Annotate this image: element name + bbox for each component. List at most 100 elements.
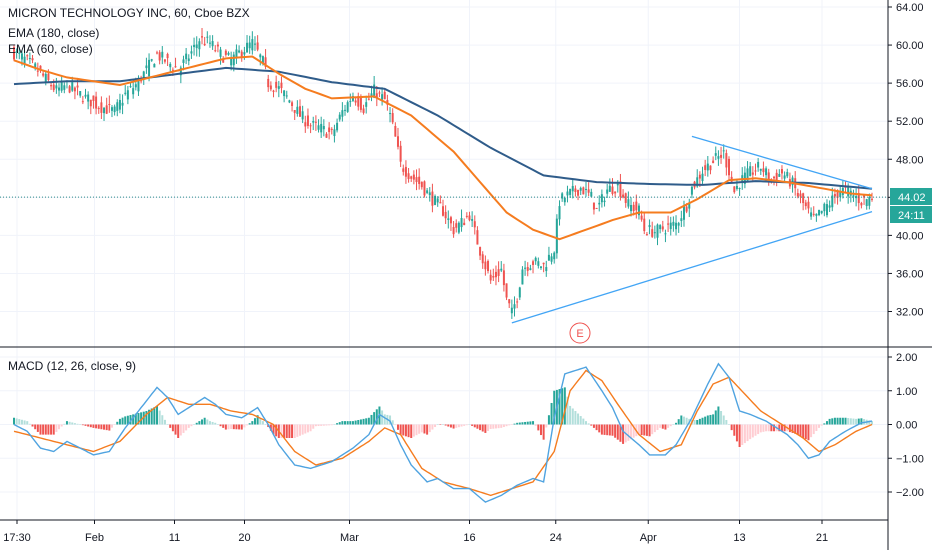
candle-body [89, 99, 92, 107]
candle-body [161, 51, 164, 58]
candle-body [110, 107, 113, 111]
candle-body [558, 206, 561, 220]
macd-histogram-bar [614, 424, 617, 438]
trendline-lower[interactable] [511, 210, 873, 324]
macd-histogram-bar [738, 424, 741, 447]
macd-histogram-bar [751, 424, 754, 438]
macd-histogram-bar [733, 424, 736, 436]
price-tick-label: 32.00 [896, 307, 924, 319]
earnings-marker[interactable]: E [569, 322, 591, 344]
candle-body [410, 176, 413, 179]
candle-body [156, 52, 158, 54]
macd-histogram-bar [502, 424, 505, 428]
candle-body [738, 188, 741, 190]
candle-body [619, 181, 622, 197]
candle-body [28, 57, 31, 59]
macd-histogram-bar [871, 421, 873, 425]
macd-histogram-bar [52, 424, 55, 435]
candle-body [132, 88, 135, 95]
macd-histogram-bar [582, 418, 585, 425]
candle-body [126, 90, 129, 100]
candle-body [473, 221, 476, 228]
candle-body [314, 121, 317, 123]
macd-histogram-bar [579, 416, 582, 425]
macd-histogram-bar [161, 415, 164, 425]
candle-body [304, 122, 307, 127]
macd-histogram-bar [526, 421, 529, 425]
macd-histogram-bar [203, 417, 206, 425]
macd-histogram-bar [190, 424, 193, 427]
macd-histogram-bar [457, 424, 460, 428]
candle-body [60, 82, 63, 91]
candle-body [677, 223, 680, 226]
candle-body [489, 274, 492, 281]
candle-body [362, 108, 365, 113]
candle-body [285, 95, 288, 97]
macd-histogram-bar [317, 424, 320, 427]
macd-tick-label: −2.00 [896, 487, 924, 499]
time-tick-label: 16 [463, 532, 475, 544]
macd-histogram-bar [637, 424, 640, 435]
macd-histogram-bar [608, 424, 611, 436]
macd-histogram-bar [320, 424, 323, 426]
candle-body [230, 58, 233, 66]
time-tick-label: 13 [733, 532, 745, 544]
macd-histogram-bar [468, 424, 471, 425]
macd-histogram-bar [833, 417, 836, 425]
candle-body [762, 168, 765, 173]
macd-line [13, 362, 873, 503]
candle-body [852, 195, 855, 197]
candle-body [407, 173, 410, 180]
macd-histogram-bar [283, 424, 286, 438]
macd-histogram-bar [778, 424, 781, 432]
macd-histogram-bar [630, 424, 633, 440]
candle-body [447, 218, 450, 220]
candle-body [415, 177, 418, 183]
candle-body [449, 217, 452, 224]
candle-body [20, 53, 23, 60]
macd-histogram-bar [163, 419, 166, 425]
trendline-upper[interactable] [691, 135, 873, 190]
candle-body [765, 168, 768, 176]
macd-histogram-bar [357, 420, 360, 425]
macd-histogram-bar [216, 424, 219, 425]
candle-body [418, 176, 421, 185]
macd-histogram-bar [539, 424, 542, 436]
candle-body [259, 54, 262, 58]
macd-histogram-bar [272, 424, 275, 435]
candle-body [121, 102, 124, 106]
candle-body [807, 201, 810, 209]
macd-histogram-bar [97, 424, 100, 429]
candle-body [222, 59, 225, 63]
price-tick-label: 48.00 [896, 154, 924, 166]
candle-body [592, 202, 595, 210]
macd-histogram-bar [251, 421, 254, 425]
macd-histogram-bar [802, 424, 805, 438]
candle-body [463, 222, 466, 226]
macd-histogram-bar [479, 424, 482, 431]
candle-body [590, 191, 593, 197]
candle-body [299, 106, 301, 117]
candle-body [240, 51, 243, 57]
candle-body [526, 267, 529, 271]
candle-body [116, 102, 119, 111]
macd-histogram-bar [680, 415, 683, 425]
macd-histogram-bar [704, 416, 707, 425]
candle-body [174, 66, 177, 68]
candle-body [351, 96, 354, 101]
candle-body [185, 53, 188, 60]
macd-histogram-bar [264, 424, 267, 425]
candle-body [158, 52, 161, 61]
macd-histogram-bar [765, 424, 768, 432]
candle-body [857, 192, 860, 204]
candle-body [34, 63, 37, 68]
macd-histogram-bar [394, 424, 397, 426]
candle-body [682, 206, 685, 220]
macd-histogram-bar [306, 424, 309, 433]
candle-body [105, 105, 108, 114]
macd-histogram-bar [169, 424, 172, 428]
candle-body [553, 252, 556, 260]
candle-body [148, 59, 151, 77]
macd-histogram-bar [201, 419, 204, 425]
macd-histogram-bar [463, 424, 466, 426]
